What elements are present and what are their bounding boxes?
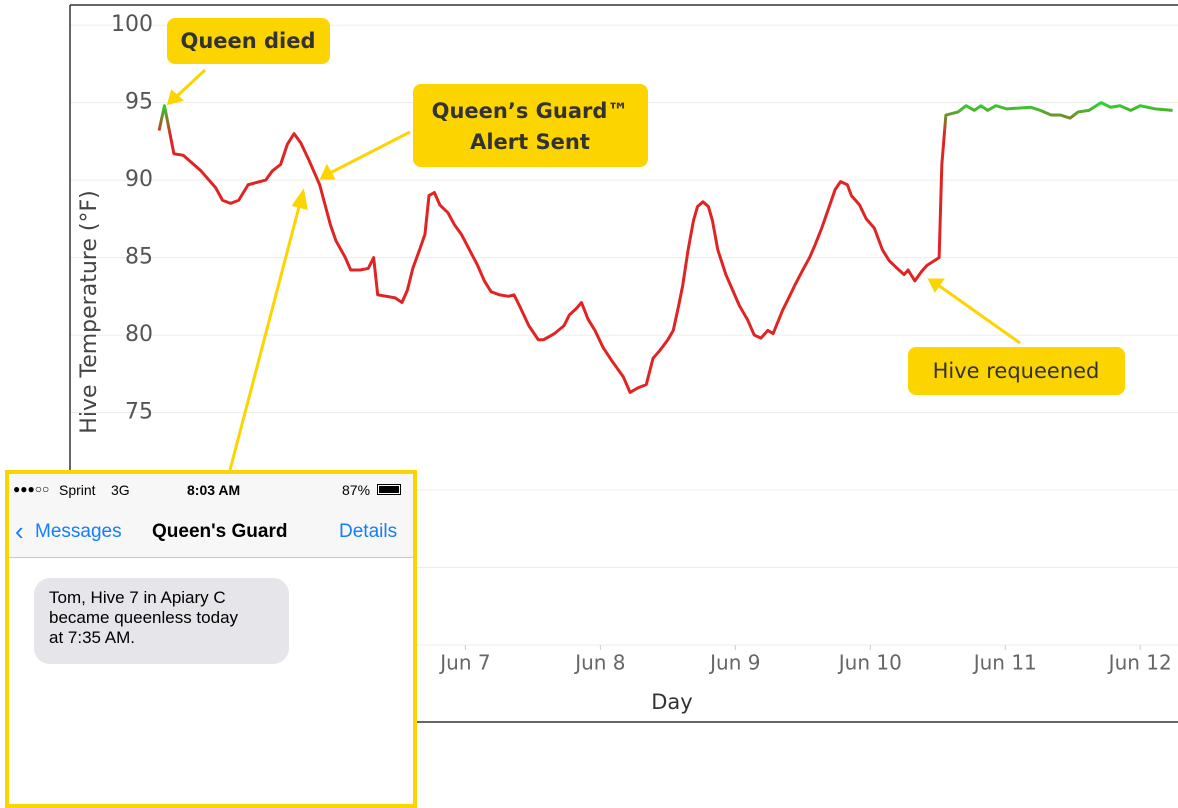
y-tick-label: 95 (125, 90, 153, 115)
annotation: Queen’s Guard™ (432, 99, 629, 123)
message-line: at 7:35 AM. (49, 628, 135, 647)
message-line: became queenless today (49, 608, 239, 627)
nav-title: Queen's Guard (152, 521, 288, 542)
y-tick-label: 100 (111, 12, 153, 37)
message-bubble: Tom, Hive 7 in Apiary C became queenless… (34, 578, 289, 664)
back-button[interactable]: Messages (35, 521, 122, 542)
message-line: Tom, Hive 7 in Apiary C (49, 588, 226, 607)
battery: 87% (342, 482, 371, 498)
battery-icon (377, 484, 401, 495)
y-tick-label: 75 (125, 400, 153, 425)
annotation: Alert Sent (470, 130, 590, 154)
carrier: Sprint (59, 482, 96, 498)
arrows (166, 68, 1021, 471)
annotation: Queen died (180, 29, 315, 53)
annotation-box (167, 18, 330, 64)
x-tick-label: Jun 12 (1107, 651, 1172, 675)
time: 8:03 AM (187, 482, 241, 498)
signal: ●●●○○ (13, 482, 50, 496)
y-tick-label: 90 (125, 167, 153, 192)
network: 3G (111, 482, 130, 498)
page: Hive Temperature (°F) Day Queen died Que… (5, 4, 1178, 808)
x-tick-label: Jun 8 (573, 651, 625, 675)
back-icon[interactable]: ‹ (15, 516, 24, 546)
y-axis-label: Hive Temperature (°F) (77, 190, 102, 433)
annotation: Hive requeened (933, 359, 1100, 383)
status-bar: ●●●○○ Sprint 3G 8:03 AM 87% (9, 474, 413, 504)
x-tick-label: Jun 7 (438, 651, 490, 675)
x-tick-label: Jun 10 (837, 651, 902, 675)
plot (157, 101, 1173, 394)
temperature-line (157, 101, 1173, 394)
y-tick-label: 85 (125, 245, 153, 270)
details-button[interactable]: Details (339, 521, 398, 542)
annotation-box (413, 84, 648, 167)
annotation-box (908, 347, 1125, 395)
x-tick-label: Jun 11 (972, 651, 1037, 675)
nav-bar: ‹ Messages Queen's Guard Details (9, 504, 413, 558)
phone-screenshot: ●●●○○ Sprint 3G 8:03 AM 87% ‹ Messages Q… (5, 470, 417, 808)
x-axis-label: Day (651, 690, 692, 714)
x-tick-label: Jun 9 (708, 651, 760, 675)
y-tick-label: 80 (125, 322, 153, 347)
